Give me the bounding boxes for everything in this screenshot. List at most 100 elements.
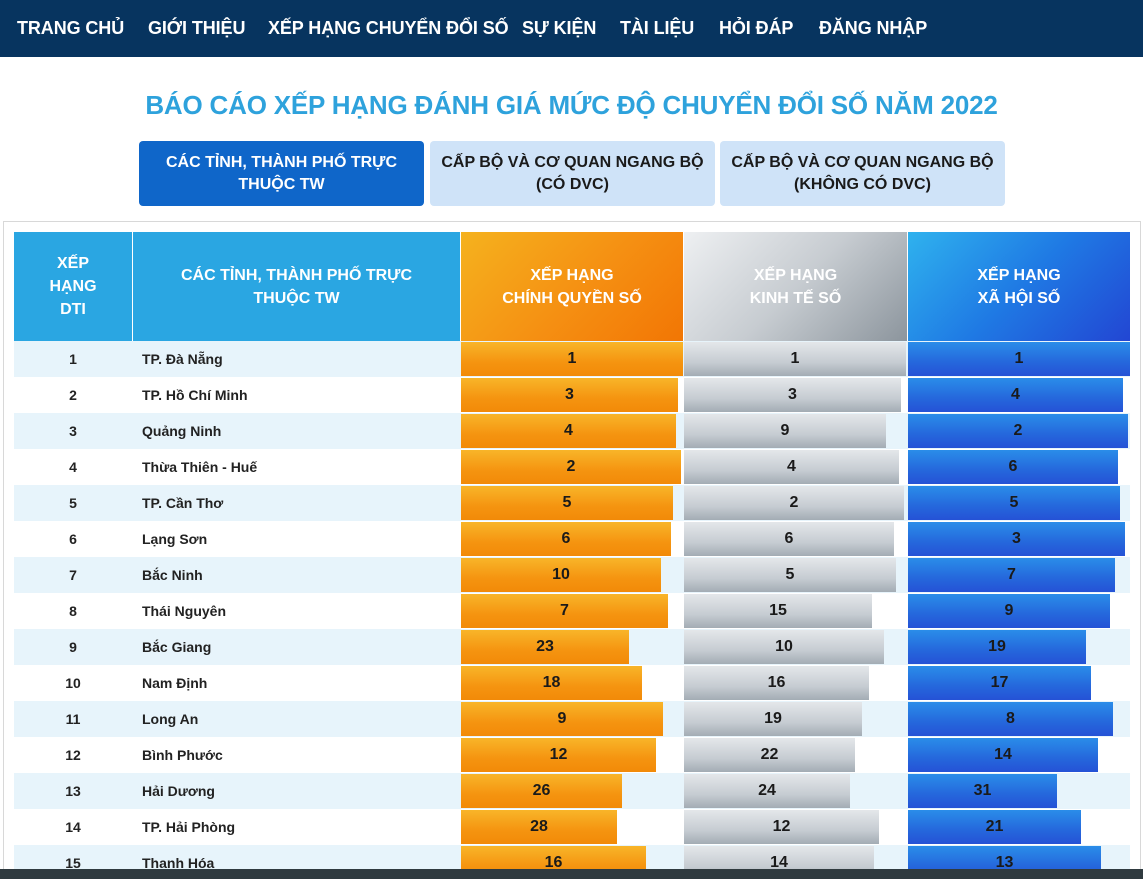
- government-rank-bar: 23: [461, 630, 629, 664]
- nav-events[interactable]: SỰ KIỆN: [522, 18, 597, 38]
- nav-login[interactable]: ĐĂNG NHẬP: [819, 18, 928, 38]
- row-dti-rank: 15: [65, 855, 81, 871]
- row-province-name: Bắc Giang: [142, 639, 212, 655]
- table-row[interactable]: 4 Thừa Thiên - Huế 2 4 6: [14, 449, 1130, 485]
- table-row[interactable]: 3 Quảng Ninh 4 9 2: [14, 413, 1130, 449]
- row-province-name: Thanh Hóa: [142, 855, 215, 871]
- row-dti-rank: 7: [69, 567, 77, 583]
- table-row[interactable]: 8 Thái Nguyên 7 15 9: [14, 593, 1130, 629]
- economy-rank-bar: 22: [684, 738, 855, 772]
- economy-rank-bar: 6: [684, 522, 894, 556]
- government-rank-bar: 5: [461, 486, 673, 520]
- government-rank-bar: 18: [461, 666, 642, 700]
- bottom-strip: [0, 869, 1143, 879]
- header-province-line2: THUỘC TW: [253, 289, 340, 307]
- society-rank-bar: 17: [908, 666, 1091, 700]
- row-dti-rank: 8: [69, 603, 77, 619]
- row-dti-rank: 4: [69, 459, 77, 475]
- economy-rank-bar: 9: [684, 414, 886, 448]
- page-title: BÁO CÁO XẾP HẠNG ĐÁNH GIÁ MỨC ĐỘ CHUYỂN …: [145, 90, 998, 120]
- economy-rank-bar: 5: [684, 558, 896, 592]
- tab-ministries-without-dvc[interactable]: CẤP BỘ VÀ CƠ QUAN NGANG BỘ (KHÔNG CÓ DVC): [720, 141, 1005, 206]
- society-rank-bar: 19: [908, 630, 1086, 664]
- nav-home[interactable]: TRANG CHỦ: [17, 18, 125, 38]
- row-dti-rank: 9: [69, 639, 77, 655]
- economy-rank-bar: 3: [684, 378, 901, 412]
- tab-provinces-line2: THUỘC TW: [238, 175, 325, 193]
- table-row[interactable]: 7 Bắc Ninh 10 5 7: [14, 557, 1130, 593]
- society-rank-bar: 5: [908, 486, 1120, 520]
- tab-provinces-line1: CÁC TỈNH, THÀNH PHỐ TRỰC: [165, 153, 398, 171]
- economy-rank-bar: 10: [684, 630, 884, 664]
- header-digital-society[interactable]: XẾP HẠNG XÃ HỘI SỐ: [908, 232, 1130, 341]
- row-province-name: Bắc Ninh: [142, 567, 203, 583]
- government-rank-bar: 3: [461, 378, 678, 412]
- row-province-name: TP. Đà Nẵng: [142, 351, 223, 367]
- economy-rank-bar: 16: [684, 666, 869, 700]
- society-rank-bar: 2: [908, 414, 1128, 448]
- header-digital-government[interactable]: XẾP HẠNG CHÍNH QUYỀN SỐ: [461, 232, 683, 341]
- row-dti-rank: 12: [65, 747, 81, 763]
- header-dti-rank-line3: DTI: [60, 301, 86, 318]
- row-dti-rank: 3: [69, 423, 77, 439]
- row-province-name: Thừa Thiên - Huế: [142, 459, 258, 475]
- row-dti-rank: 5: [69, 495, 77, 511]
- row-dti-rank: 6: [69, 531, 77, 547]
- government-rank-bar: 6: [461, 522, 671, 556]
- society-rank-bar: 4: [908, 378, 1123, 412]
- row-dti-rank: 13: [65, 783, 81, 799]
- society-rank-bar: 14: [908, 738, 1098, 772]
- header-digital-economy-line2: KINH TẾ SỐ: [749, 289, 842, 307]
- table-row[interactable]: 13 Hải Dương 26 24 31: [14, 773, 1130, 809]
- row-province-name: Bình Phước: [142, 747, 223, 763]
- table-row[interactable]: 1 TP. Đà Nẵng 1 1 1: [14, 341, 1130, 377]
- table-row[interactable]: 2 TP. Hồ Chí Minh 3 3 4: [14, 377, 1130, 413]
- society-rank-bar: 31: [908, 774, 1057, 808]
- row-province-name: TP. Hải Phòng: [142, 819, 236, 835]
- table-row[interactable]: 14 TP. Hải Phòng 28 12 21: [14, 809, 1130, 845]
- row-province-name: Quảng Ninh: [142, 423, 222, 439]
- society-rank-bar: 21: [908, 810, 1081, 844]
- economy-rank-bar: 19: [684, 702, 862, 736]
- ranking-table-frame: [3, 221, 1141, 879]
- economy-rank-bar: 1: [684, 342, 906, 376]
- header-digital-economy[interactable]: XẾP HẠNG KINH TẾ SỐ: [684, 232, 907, 341]
- table-row[interactable]: 11 Long An 9 19 8: [14, 701, 1130, 737]
- table-row[interactable]: 5 TP. Cần Thơ 5 2 5: [14, 485, 1130, 521]
- government-rank-bar: 12: [461, 738, 656, 772]
- table-row[interactable]: 6 Lạng Sơn 6 6 3: [14, 521, 1130, 557]
- header-dti-rank[interactable]: XẾP HẠNG DTI: [14, 232, 132, 341]
- economy-rank-bar: 4: [684, 450, 899, 484]
- header-province[interactable]: CÁC TỈNH, THÀNH PHỐ TRỰC THUỘC TW: [133, 232, 460, 341]
- header-digital-government-line1: XẾP HẠNG: [530, 266, 614, 284]
- table-row[interactable]: 9 Bắc Giang 23 10 19: [14, 629, 1130, 665]
- table-row[interactable]: 12 Bình Phước 12 22 14: [14, 737, 1130, 773]
- table-row[interactable]: 10 Nam Định 18 16 17: [14, 665, 1130, 701]
- row-dti-rank: 10: [65, 675, 81, 691]
- nav-faq[interactable]: HỎI ĐÁP: [719, 18, 794, 38]
- government-rank-bar: 4: [461, 414, 676, 448]
- row-province-name: TP. Hồ Chí Minh: [142, 387, 248, 403]
- top-navbar: TRANG CHỦ GIỚI THIỆU XẾP HẠNG CHUYỂN ĐỔI…: [0, 0, 1143, 57]
- tab-provinces[interactable]: CÁC TỈNH, THÀNH PHỐ TRỰC THUỘC TW: [139, 141, 424, 206]
- nav-ranking[interactable]: XẾP HẠNG CHUYỂN ĐỔI SỐ: [268, 18, 509, 38]
- nav-documents[interactable]: TÀI LIỆU: [620, 18, 695, 38]
- society-rank-bar: 1: [908, 342, 1130, 376]
- tab-ministries-without-dvc-line2: (KHÔNG CÓ DVC): [794, 175, 931, 193]
- government-rank-bar: 10: [461, 558, 661, 592]
- government-rank-bar: 28: [461, 810, 617, 844]
- nav-about[interactable]: GIỚI THIỆU: [148, 18, 246, 38]
- economy-rank-bar: 24: [684, 774, 850, 808]
- society-rank-bar: 8: [908, 702, 1113, 736]
- tab-ministries-with-dvc[interactable]: CẤP BỘ VÀ CƠ QUAN NGANG BỘ (CÓ DVC): [430, 141, 715, 206]
- row-province-name: Lạng Sơn: [142, 531, 208, 547]
- header-digital-economy-line1: XẾP HẠNG: [753, 266, 838, 284]
- tab-ministries-with-dvc-line2: (CÓ DVC): [536, 175, 609, 193]
- header-digital-government-line2: CHÍNH QUYỀN SỐ: [502, 289, 642, 307]
- society-rank-bar: 3: [908, 522, 1125, 556]
- government-rank-bar: 1: [461, 342, 683, 376]
- society-rank-bar: 6: [908, 450, 1118, 484]
- tab-ministries-without-dvc-line1: CẤP BỘ VÀ CƠ QUAN NGANG BỘ: [731, 153, 994, 171]
- economy-rank-bar: 2: [684, 486, 904, 520]
- row-dti-rank: 11: [65, 711, 81, 727]
